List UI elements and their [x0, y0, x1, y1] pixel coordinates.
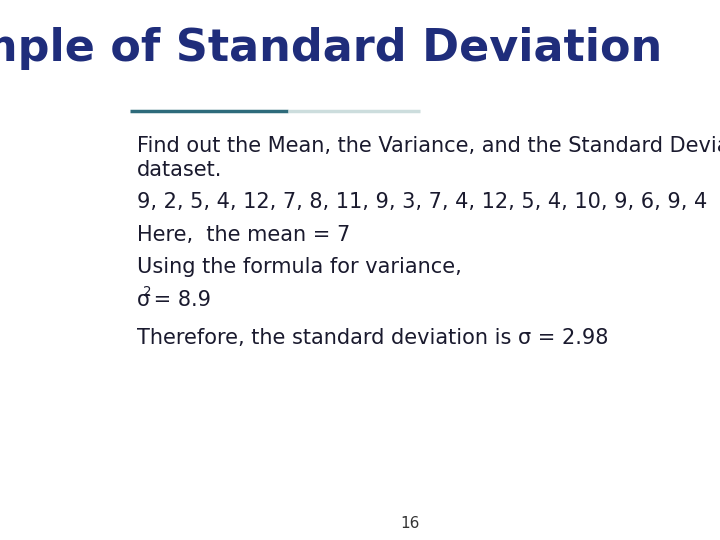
Text: 16: 16 — [400, 516, 420, 531]
Text: σ: σ — [137, 289, 150, 310]
Text: Example of Standard Deviation: Example of Standard Deviation — [0, 27, 662, 70]
Text: = 8.9: = 8.9 — [146, 289, 210, 310]
Text: Using the formula for variance,: Using the formula for variance, — [137, 257, 462, 278]
Text: 2: 2 — [143, 285, 151, 299]
Text: 9, 2, 5, 4, 12, 7, 8, 11, 9, 3, 7, 4, 12, 5, 4, 10, 9, 6, 9, 4: 9, 2, 5, 4, 12, 7, 8, 11, 9, 3, 7, 4, 12… — [137, 192, 707, 213]
Text: dataset.: dataset. — [137, 160, 222, 180]
Text: Therefore, the standard deviation is σ = 2.98: Therefore, the standard deviation is σ =… — [137, 327, 608, 348]
Text: Find out the Mean, the Variance, and the Standard Deviation of the following: Find out the Mean, the Variance, and the… — [137, 136, 720, 156]
Text: Here,  the mean = 7: Here, the mean = 7 — [137, 225, 350, 245]
